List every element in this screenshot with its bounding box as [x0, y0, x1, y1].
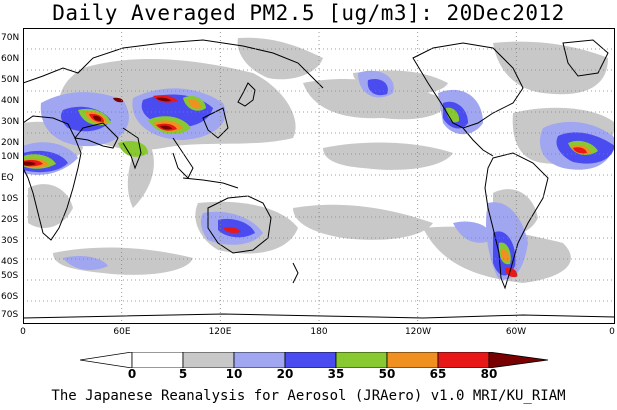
lat-label-eq: EQ	[1, 173, 14, 183]
colorbar-right-arrow	[488, 352, 549, 368]
lat-label-70n: 70N	[1, 33, 20, 43]
colorbar-label-0: 0	[127, 367, 137, 381]
lat-label-30n: 30N	[1, 117, 20, 127]
colorbar-label-5: 5	[178, 367, 188, 381]
lat-label-50n: 50N	[1, 75, 20, 85]
map-title: Daily Averaged PM2.5 [ug/m3]: 20Dec2012	[52, 1, 565, 25]
footer-credit: The Japanese Reanalysis for Aerosol (JRA…	[51, 388, 566, 404]
colorbar-label-65: 65	[429, 367, 447, 381]
graticule	[23, 28, 615, 324]
colorbar-bin-0-5	[131, 352, 184, 368]
colorbar-bin-65-80	[437, 352, 490, 368]
lat-label-60s: 60S	[1, 292, 19, 302]
lat-label-10n: 10N	[1, 152, 20, 162]
lat-label-10s: 10S	[1, 194, 19, 204]
coastlines	[23, 39, 615, 319]
lat-label-70s: 70S	[1, 310, 19, 320]
colorbar	[80, 352, 549, 368]
lat-label-20s: 20S	[1, 215, 19, 225]
pm25-field-80-plus	[23, 97, 172, 166]
lon-label-180: 180	[310, 327, 328, 337]
lon-label-60e: 60E	[113, 327, 131, 337]
lat-label-50s: 50S	[1, 271, 19, 281]
colorbar-bin-20-35	[284, 352, 337, 368]
colorbar-bin-5-10	[182, 352, 235, 368]
lon-label-0-east: 0	[609, 327, 615, 337]
lat-label-20n: 20N	[1, 138, 20, 148]
lon-label-60w: 60W	[505, 327, 527, 337]
lon-label-0: 0	[20, 327, 26, 337]
colorbar-label-20: 20	[276, 367, 294, 381]
pm25-map	[23, 28, 615, 324]
colorbar-label-10: 10	[225, 367, 243, 381]
lon-label-120e: 120E	[208, 327, 232, 337]
colorbar-bin-10-20	[233, 352, 286, 368]
map-svg	[23, 28, 615, 324]
lon-label-120w: 120W	[404, 327, 432, 337]
lat-label-40s: 40S	[1, 257, 19, 267]
colorbar-bin-35-50	[335, 352, 388, 368]
colorbar-left-arrow	[80, 352, 133, 368]
colorbar-label-50: 50	[378, 367, 396, 381]
lat-label-30s: 30S	[1, 236, 19, 246]
colorbar-label-35: 35	[327, 367, 345, 381]
lat-label-60n: 60N	[1, 54, 20, 64]
colorbar-label-80: 80	[480, 367, 498, 381]
colorbar-bin-50-65	[386, 352, 439, 368]
lat-label-40n: 40N	[1, 96, 20, 106]
